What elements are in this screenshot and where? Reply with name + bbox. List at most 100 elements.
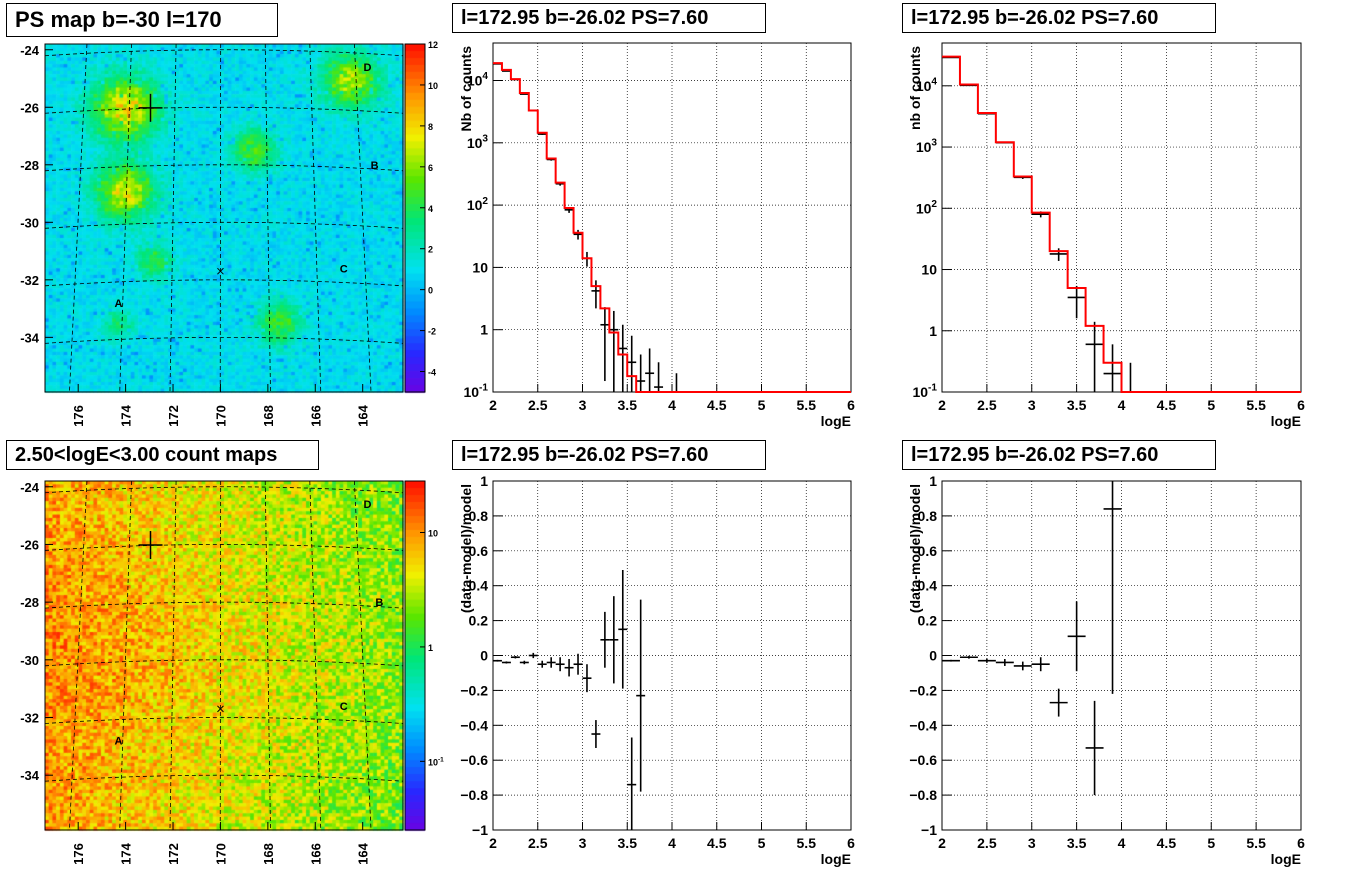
- y-axis-label: Nb of counts: [458, 46, 474, 132]
- y-tick-label: −0.6: [460, 752, 488, 768]
- colorbar-frame: [404, 43, 426, 393]
- y-tick-label: −0.4: [909, 717, 937, 733]
- map-grid-meridian: [264, 43, 271, 393]
- colorbar-tick-label: 4: [428, 204, 433, 214]
- y-tick-label: 102: [916, 199, 938, 216]
- spectrum-right-title: l=172.95 b=-26.02 PS=7.60: [902, 3, 1216, 33]
- colorbar-tick-label: 0: [428, 286, 433, 296]
- y-tick-label: 104: [467, 71, 489, 88]
- y-tick-label: 0.8: [918, 508, 938, 524]
- map-grid-parallel: [44, 659, 404, 667]
- map-source-label: D: [363, 499, 371, 511]
- map-source-label: B: [371, 160, 379, 172]
- map-grid-parallel: [44, 106, 404, 114]
- map-x-tick-label: 176: [71, 405, 86, 427]
- x-tick-label: 4.5: [1157, 835, 1177, 851]
- map-grid-meridian: [309, 480, 322, 831]
- spectrum-left-title: l=172.95 b=-26.02 PS=7.60: [452, 3, 766, 33]
- y-tick-label: 0.8: [469, 508, 489, 524]
- residual-right-title: l=172.95 b=-26.02 PS=7.60: [902, 440, 1216, 470]
- map-x-tick-label: 164: [356, 404, 371, 426]
- x-tick-label: 3: [579, 835, 587, 851]
- map-grid-parallel: [44, 486, 404, 494]
- x-axis-label: logE: [1271, 851, 1301, 867]
- map-x-marker: [217, 267, 224, 275]
- y-tick-label: 0.2: [469, 613, 489, 629]
- x-tick-label: 5.5: [797, 397, 817, 413]
- map-grid-meridian: [119, 480, 132, 831]
- x-tick-label: 4.5: [707, 835, 727, 851]
- map-y-tick-label: -28: [20, 158, 39, 173]
- map-source-label: C: [340, 701, 348, 713]
- x-tick-label: 2.5: [977, 835, 997, 851]
- map-y-tick-label: -34: [20, 330, 40, 345]
- x-tick-label: 5: [1207, 835, 1215, 851]
- colorbar-tick-label: 6: [428, 163, 433, 173]
- map-x-tick-label: 172: [166, 405, 181, 427]
- map-frame: [44, 480, 404, 831]
- y-tick-label: 10: [472, 259, 488, 275]
- x-axis-label: logE: [1271, 413, 1301, 429]
- ps-map-title: PS map b=-30 l=170: [6, 3, 278, 37]
- map-x-tick-label: 172: [166, 843, 181, 865]
- map-x-tick-label: 174: [119, 404, 134, 426]
- colorbar-tick-label: 10-1: [428, 756, 444, 767]
- x-tick-label: 2.5: [528, 835, 548, 851]
- map-grid-parallel: [44, 164, 404, 172]
- y-tick-label: −1: [472, 822, 488, 838]
- y-tick-label: 0.6: [918, 543, 938, 559]
- x-tick-label: 4: [1118, 397, 1126, 413]
- map-x-tick-label: 168: [261, 405, 276, 427]
- map-grid-parallel: [44, 774, 404, 782]
- y-tick-label: −1: [921, 822, 937, 838]
- map-source-label: B: [375, 597, 383, 609]
- y-tick-label: −0.4: [460, 717, 488, 733]
- y-tick-label: 0.4: [918, 578, 938, 594]
- map-x-tick-label: 166: [308, 843, 323, 865]
- y-tick-label: 0: [480, 648, 488, 664]
- y-tick-label: 103: [916, 138, 938, 155]
- y-tick-label: 1: [480, 322, 488, 338]
- x-tick-label: 3.5: [1067, 397, 1087, 413]
- map-grid-parallel: [44, 717, 404, 724]
- map-x-tick-label: 164: [356, 842, 371, 864]
- model-line: [493, 62, 851, 393]
- y-tick-label: 0.2: [918, 613, 938, 629]
- x-tick-label: 6: [847, 397, 855, 413]
- map-grid-parallel: [44, 544, 404, 551]
- map-grid-meridian: [69, 480, 88, 831]
- x-tick-label: 5: [758, 397, 766, 413]
- x-tick-label: 3.5: [618, 835, 638, 851]
- colorbar-tick-label: -2: [428, 327, 436, 337]
- y-tick-label: 10-1: [463, 383, 488, 400]
- map-x-tick-label: 170: [213, 843, 228, 865]
- x-tick-label: 4.5: [1157, 397, 1177, 413]
- x-tick-label: 4.5: [707, 397, 727, 413]
- map-grid-meridian: [309, 43, 322, 393]
- map-x-tick-label: 170: [213, 405, 228, 427]
- x-tick-label: 3: [579, 397, 587, 413]
- map-x-tick-label: 166: [308, 405, 323, 427]
- map-grid-meridian: [119, 43, 132, 393]
- x-tick-label: 3.5: [1067, 835, 1087, 851]
- colorbar-tick-label: 1: [428, 643, 433, 653]
- x-tick-label: 5.5: [1246, 835, 1266, 851]
- x-tick-label: 5.5: [797, 835, 817, 851]
- y-tick-label: −0.6: [909, 752, 937, 768]
- map-grid-meridian: [169, 43, 177, 393]
- y-axis-label: nb of counts: [907, 46, 923, 130]
- map-y-tick-label: -30: [20, 653, 39, 668]
- map-x-tick-label: 174: [119, 842, 134, 864]
- map-y-tick-label: -26: [20, 537, 39, 552]
- y-tick-label: −0.2: [909, 682, 937, 698]
- x-tick-label: 2.5: [977, 397, 997, 413]
- x-tick-label: 6: [1297, 397, 1305, 413]
- x-tick-label: 2: [489, 397, 497, 413]
- map-grid-parallel: [44, 601, 404, 609]
- map-grid-meridian: [264, 480, 271, 831]
- x-tick-label: 2.5: [528, 397, 548, 413]
- x-tick-label: 2: [938, 835, 946, 851]
- map-y-tick-label: -32: [20, 711, 39, 726]
- map-grid-meridian: [169, 480, 177, 831]
- x-tick-label: 3: [1028, 835, 1036, 851]
